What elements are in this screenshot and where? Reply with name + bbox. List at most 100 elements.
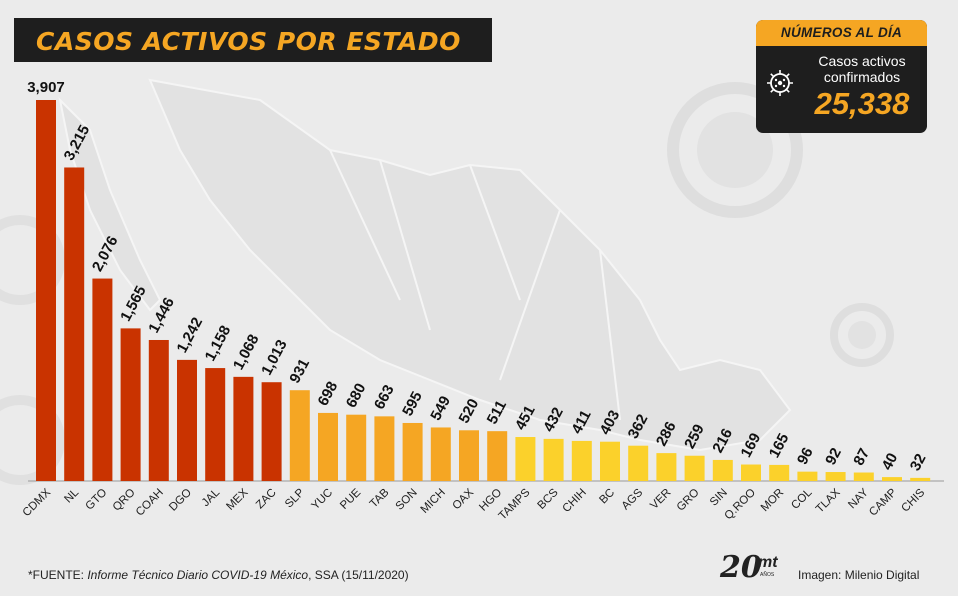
data-label: 520 — [456, 396, 483, 426]
bar-tlax — [825, 472, 846, 481]
x-tick-label: VER — [648, 487, 673, 512]
x-tick-label: SIN — [708, 487, 730, 509]
data-label: 169 — [738, 430, 765, 460]
logo-small: AÑOS — [760, 572, 775, 578]
image-credit: Imagen: Milenio Digital — [798, 568, 920, 582]
stat-card: NÚMEROS AL DÍA Casos activos confirmados… — [756, 20, 927, 133]
data-label: 92 — [822, 445, 845, 468]
data-label: 1,013 — [258, 337, 291, 378]
logo-20: 20 — [720, 550, 762, 585]
milenio-20-logo: 20 mt AÑOS — [720, 550, 786, 586]
bar-camp — [882, 477, 902, 481]
bar-zac — [261, 382, 282, 481]
x-tick-label: MOR — [759, 487, 786, 514]
data-label: 96 — [794, 445, 817, 468]
x-tick-label: GRO — [675, 487, 702, 514]
x-tick-label: TAMPS — [497, 486, 533, 522]
bar-tamps — [515, 437, 536, 481]
bar-ver — [656, 453, 677, 481]
x-tick-label: CDMX — [21, 486, 54, 519]
data-label: 32 — [907, 451, 930, 474]
data-label: 1,446 — [145, 295, 178, 336]
bar-ags — [628, 445, 649, 481]
data-label: 411 — [568, 407, 594, 436]
data-label: 3,907 — [27, 79, 65, 96]
bar-tab — [374, 416, 395, 481]
bar-son — [402, 422, 423, 481]
bar-mich — [430, 427, 451, 481]
x-tick-label: NL — [62, 486, 81, 505]
logo-mt: mt — [758, 554, 778, 571]
bar-gro — [684, 455, 705, 481]
page-title: CASOS ACTIVOS POR ESTADO — [36, 27, 461, 56]
data-label: 698 — [315, 379, 342, 409]
data-label: 1,158 — [202, 323, 235, 364]
bar-chih — [571, 440, 592, 481]
x-tick-label: BCS — [536, 486, 561, 511]
virus-icon — [767, 70, 793, 96]
bar-oax — [459, 430, 479, 481]
stat-card-label: Casos activos confirmados — [804, 53, 920, 85]
data-label: 931 — [286, 356, 313, 386]
bar-qro — [120, 328, 141, 481]
x-tick-label: YUC — [309, 487, 335, 513]
bar-slp — [289, 390, 310, 481]
bar-sin — [712, 459, 733, 481]
data-label: 680 — [343, 380, 370, 410]
data-label: 362 — [625, 411, 652, 441]
bar-pue — [346, 414, 367, 481]
x-tick-label: SLP — [283, 486, 307, 510]
x-tick-label: CHIS — [899, 486, 927, 514]
data-label: 2,076 — [89, 233, 122, 274]
data-label: 87 — [850, 446, 873, 469]
data-label: 165 — [766, 431, 793, 461]
x-tick-label: MICH — [419, 487, 448, 516]
x-tick-label: PUE — [338, 486, 363, 511]
x-tick-label: JAL — [200, 486, 223, 509]
data-label: 403 — [597, 407, 624, 437]
bar-nl — [64, 167, 85, 482]
bar-gto — [92, 278, 113, 481]
x-tick-label: CAMP — [867, 486, 899, 518]
stat-label-line2: confirmados — [823, 69, 901, 85]
data-label: 432 — [540, 405, 567, 435]
x-tick-label: COAH — [134, 487, 166, 519]
bar-yuc — [318, 412, 338, 481]
bar-chis — [910, 477, 931, 481]
source-title: Informe Técnico Diario COVID-19 México — [87, 568, 309, 582]
bar-bcs — [543, 438, 564, 481]
x-tick-label: TAB — [368, 486, 392, 510]
stat-card-header: NÚMEROS AL DÍA — [756, 20, 927, 46]
x-tick-label: SON — [394, 487, 420, 513]
bar-coah — [148, 339, 169, 481]
x-tick-label: BC — [597, 487, 617, 507]
x-tick-label: NAY — [846, 486, 871, 511]
bar-mex — [233, 376, 254, 481]
x-tick-label: COL — [789, 486, 815, 512]
data-label: 511 — [484, 398, 510, 427]
data-label: 1,242 — [174, 315, 207, 356]
bar-cdmx — [36, 100, 56, 481]
x-tick-label: GTO — [84, 487, 110, 513]
data-label: 286 — [653, 419, 680, 449]
data-label: 3,215 — [61, 122, 94, 163]
data-label: 259 — [681, 422, 708, 452]
data-label: 1,068 — [230, 332, 263, 373]
title-banner: CASOS ACTIVOS POR ESTADO — [14, 18, 492, 62]
data-label: 451 — [512, 403, 539, 433]
data-label: 595 — [399, 389, 426, 419]
x-tick-label: AGS — [620, 486, 646, 512]
source-prefix: *FUENTE: — [28, 568, 88, 582]
stat-card-value: 25,338 — [814, 86, 910, 121]
x-tick-label: OAX — [450, 486, 476, 512]
x-tick-label: ZAC — [254, 487, 279, 512]
x-tick-label: TLAX — [814, 486, 843, 515]
x-tick-label: DGO — [167, 487, 194, 514]
data-label: 663 — [371, 382, 398, 412]
bar-bc — [600, 441, 620, 481]
bar-mor — [769, 464, 790, 481]
x-tick-label: Q.ROO — [723, 487, 759, 523]
bar-qroo — [741, 464, 761, 481]
